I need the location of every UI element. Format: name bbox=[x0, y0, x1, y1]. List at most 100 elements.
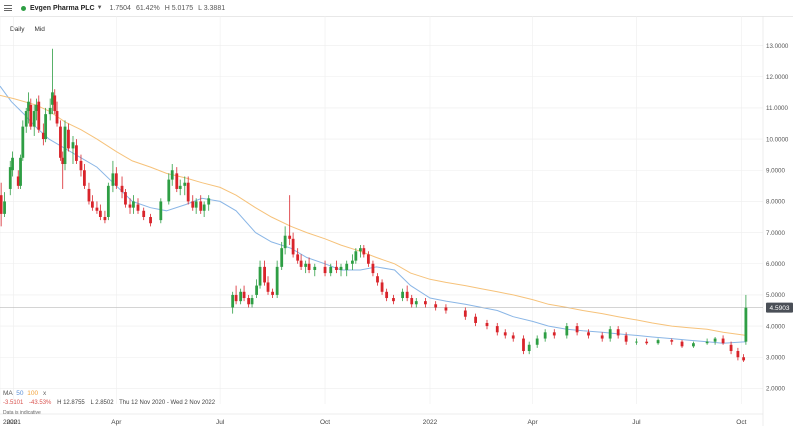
instrument-name[interactable]: Evgen Pharma PLC bbox=[30, 4, 95, 12]
candle bbox=[120, 176, 124, 199]
candle-body bbox=[186, 182, 190, 202]
moving-averages bbox=[0, 85, 746, 344]
candle bbox=[608, 326, 612, 342]
candle bbox=[463, 307, 467, 320]
timeframe-mid[interactable]: Mid bbox=[34, 26, 45, 33]
candle-body bbox=[680, 341, 684, 347]
candle-body bbox=[345, 263, 349, 270]
candle bbox=[106, 182, 110, 221]
candle bbox=[565, 322, 569, 339]
market-status-dot bbox=[21, 5, 26, 11]
candle bbox=[645, 338, 649, 345]
candle bbox=[51, 48, 54, 115]
candle-body bbox=[55, 111, 59, 124]
candle bbox=[41, 123, 45, 146]
y-tick-label: 5.0000 bbox=[766, 292, 785, 299]
candle-body bbox=[616, 329, 620, 336]
candle bbox=[124, 188, 127, 208]
candle bbox=[376, 273, 379, 286]
chevron-down-icon[interactable]: ▼ bbox=[96, 5, 103, 11]
candle bbox=[670, 338, 674, 345]
candle-body bbox=[202, 204, 206, 211]
candle bbox=[202, 201, 206, 217]
candle bbox=[263, 260, 266, 286]
candle-body bbox=[434, 304, 438, 308]
svg-text:4.5903: 4.5903 bbox=[770, 305, 790, 312]
candle-body bbox=[61, 157, 65, 165]
candle bbox=[175, 167, 179, 193]
candle-body bbox=[645, 341, 649, 344]
range-dates: Thu 12 Nov 2020 - Wed 2 Nov 2022 bbox=[119, 400, 216, 406]
candle-body bbox=[29, 104, 33, 127]
timeframe-daily[interactable]: Daily bbox=[10, 26, 25, 33]
candle-body bbox=[495, 326, 499, 333]
candle bbox=[114, 167, 118, 189]
candle bbox=[3, 192, 6, 217]
x-tick-label: Jul bbox=[216, 419, 225, 426]
candle-body bbox=[552, 332, 556, 336]
candle-body bbox=[0, 195, 3, 214]
x-tick-label: Apr bbox=[528, 419, 539, 426]
candle bbox=[385, 288, 389, 302]
candle-body bbox=[79, 160, 83, 171]
candle-body bbox=[194, 201, 198, 208]
candle bbox=[27, 92, 30, 124]
candle-body bbox=[713, 338, 717, 342]
candle bbox=[149, 213, 152, 227]
candle-body bbox=[401, 291, 404, 299]
candle bbox=[21, 120, 25, 161]
candle-body bbox=[37, 101, 41, 130]
candle-body bbox=[335, 266, 338, 270]
candle bbox=[87, 182, 91, 205]
range-stats: -3.5101 -43.53% H 12.8755 L 2.8502 Thu 1… bbox=[3, 400, 219, 406]
candle-body bbox=[522, 338, 525, 352]
candle-body bbox=[124, 192, 127, 205]
candle bbox=[729, 341, 733, 355]
candle-body bbox=[405, 291, 409, 299]
candle-body bbox=[424, 301, 427, 305]
y-tick-label: 2.0000 bbox=[766, 386, 785, 393]
candle-body bbox=[291, 238, 295, 255]
candle bbox=[296, 248, 300, 264]
ma-legend-period-50[interactable]: 50 bbox=[16, 390, 24, 397]
candle bbox=[266, 276, 270, 295]
candle bbox=[37, 95, 41, 133]
candle-body bbox=[44, 114, 48, 140]
candle-body bbox=[307, 263, 311, 270]
candle-body bbox=[239, 291, 243, 302]
ma-legend: MA 50 100 x bbox=[3, 390, 46, 397]
hamburger-icon[interactable] bbox=[4, 5, 12, 11]
ma-legend-period-100[interactable]: 100 bbox=[27, 390, 39, 397]
candle bbox=[535, 335, 539, 348]
candle-body bbox=[288, 235, 292, 239]
candle-body bbox=[296, 254, 300, 261]
close-icon[interactable]: x bbox=[42, 390, 47, 397]
candle bbox=[410, 294, 414, 308]
y-tick-label: 13.0000 bbox=[766, 43, 789, 50]
candle-body bbox=[543, 332, 547, 339]
candle bbox=[543, 329, 547, 342]
candle bbox=[8, 160, 12, 196]
grid-lines bbox=[0, 16, 764, 426]
candle bbox=[313, 263, 317, 277]
candle-body bbox=[59, 126, 62, 158]
candle bbox=[424, 298, 427, 308]
range-change-percent: -43.53% bbox=[29, 400, 52, 406]
candle bbox=[194, 198, 198, 214]
y-axis-labels: 2.0000 3.0000 4.0000 5.0000 6.0000 7.0000 8.00… bbox=[766, 43, 789, 393]
candle-body bbox=[742, 357, 746, 361]
candle-body bbox=[136, 204, 140, 211]
candle bbox=[61, 151, 65, 189]
candle-body bbox=[351, 260, 354, 264]
candle-body bbox=[271, 291, 274, 295]
x-tick-label: Jul bbox=[632, 419, 641, 426]
candle-body bbox=[463, 310, 467, 317]
candle-body bbox=[744, 307, 748, 342]
candle-body bbox=[242, 291, 246, 299]
candle-body bbox=[51, 92, 54, 105]
candle bbox=[680, 340, 684, 348]
candle-body bbox=[323, 266, 327, 274]
candle-body bbox=[159, 201, 163, 221]
y-tick-label: 4.0000 bbox=[766, 323, 785, 330]
